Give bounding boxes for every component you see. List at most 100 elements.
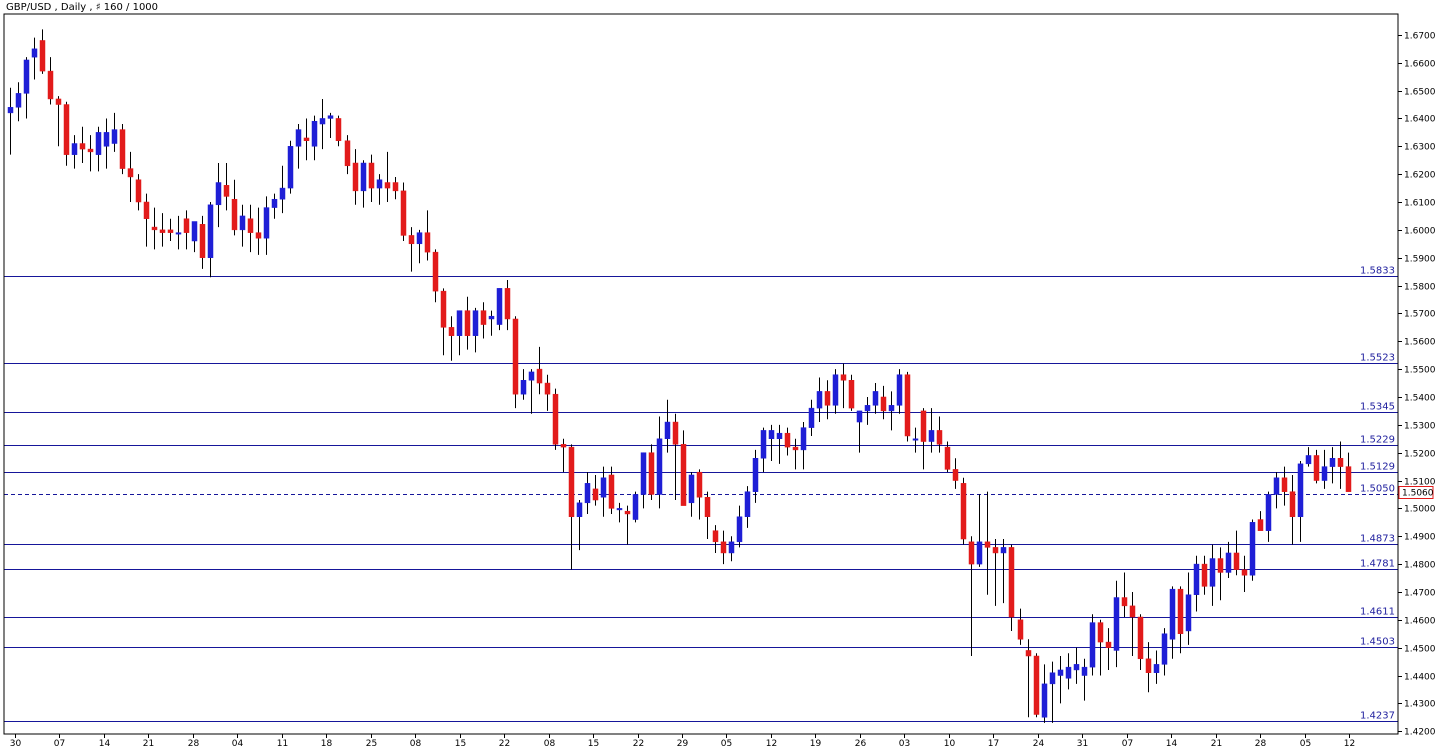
candle-body <box>616 508 623 511</box>
y-tick-label: 1.5200 <box>1404 450 1436 460</box>
candle-body <box>416 232 423 245</box>
candle-body <box>584 483 591 504</box>
candle-body <box>1257 519 1264 531</box>
y-tick-label: 1.5500 <box>1404 366 1436 376</box>
candle-body <box>968 541 975 565</box>
candle-body <box>512 318 519 395</box>
y-tick-label: 1.5000 <box>1404 505 1436 515</box>
level-label: 1.5229 <box>1360 435 1395 446</box>
y-tick-label: 1.5400 <box>1404 394 1436 404</box>
candle-body <box>552 393 559 445</box>
candle-body <box>448 327 455 336</box>
candle-body <box>1137 616 1144 660</box>
candle-body <box>1129 605 1136 618</box>
y-tick-label: 1.4200 <box>1404 728 1436 738</box>
candle-body <box>191 221 198 242</box>
x-tick-label: 07 <box>54 739 65 748</box>
x-tick-label: 15 <box>455 739 466 748</box>
candle-body <box>744 491 751 517</box>
candle-body <box>1313 455 1320 481</box>
candle-body <box>504 288 511 320</box>
candle-body <box>295 129 302 147</box>
candle-body <box>1121 597 1128 607</box>
candle-body <box>624 510 631 515</box>
candle-body <box>175 232 182 235</box>
candle-body <box>1217 558 1224 573</box>
candle-body <box>223 185 230 197</box>
candle-body <box>79 143 86 150</box>
candle-body <box>1289 491 1296 517</box>
y-tick-label: 1.5300 <box>1404 422 1436 432</box>
candle-body <box>1145 658 1152 673</box>
candle-body <box>23 59 30 94</box>
candle-body <box>1273 477 1280 495</box>
candle-body <box>239 215 246 231</box>
candle-body <box>1337 458 1344 467</box>
candle-body <box>544 382 551 395</box>
candle-body <box>1265 494 1272 531</box>
candle-body <box>111 129 118 144</box>
candle-body <box>247 218 254 233</box>
x-tick-label: 29 <box>677 739 689 748</box>
candle-body <box>408 235 415 245</box>
chart-title: GBP/USD , Daily , ♯ 160 / 1000 <box>6 2 158 13</box>
candle-body <box>231 198 238 231</box>
candle-body <box>1049 672 1056 685</box>
x-tick-label: 22 <box>499 739 510 748</box>
candle-body <box>1297 463 1304 517</box>
level-label: 1.4611 <box>1360 607 1395 618</box>
candle-body <box>1153 664 1160 673</box>
candle-body <box>784 432 791 448</box>
candle-body <box>984 541 991 548</box>
x-tick-label: 10 <box>944 739 956 748</box>
candle-body <box>992 547 999 554</box>
candle-body <box>568 446 575 517</box>
candle-body <box>680 444 687 506</box>
y-tick-label: 1.4900 <box>1404 533 1436 543</box>
candle-body <box>1113 597 1120 651</box>
level-label: 1.4781 <box>1360 559 1395 570</box>
candle-body <box>720 541 727 554</box>
candle-body <box>904 374 911 437</box>
candle-body <box>95 132 102 155</box>
candle-body <box>768 430 775 440</box>
candle-body <box>792 446 799 451</box>
candle-body <box>1281 477 1288 492</box>
candle-body <box>7 107 14 114</box>
x-tick-label: 07 <box>1122 739 1133 748</box>
x-tick-label: 25 <box>366 739 377 748</box>
candle-body <box>560 444 567 448</box>
candle-body <box>360 162 367 192</box>
candle-body <box>47 70 54 100</box>
y-tick-label: 1.6200 <box>1404 171 1436 181</box>
x-tick-label: 22 <box>633 739 644 748</box>
candle-body <box>528 371 535 381</box>
candle-body <box>87 148 94 153</box>
candle-body <box>976 541 983 565</box>
candle-body <box>928 430 935 442</box>
candle-body <box>608 474 615 509</box>
candle-body <box>1105 641 1112 648</box>
candle-body <box>352 162 359 192</box>
candle-body <box>279 187 286 200</box>
candle-body <box>456 310 463 336</box>
candle-body <box>936 430 943 445</box>
candle-body <box>576 502 583 517</box>
level-label: 1.5129 <box>1360 462 1395 473</box>
candle-body <box>15 93 22 108</box>
current-price-marker: 1.5060 <box>1398 486 1434 499</box>
candle-body <box>632 494 639 520</box>
candle-body <box>1065 666 1072 679</box>
candle-body <box>648 452 655 495</box>
x-tick-label: 12 <box>766 739 777 748</box>
candle-body <box>872 391 879 406</box>
candle-body <box>776 432 783 440</box>
candle-body <box>55 98 62 105</box>
candle-body <box>167 229 174 233</box>
candle-body <box>1185 594 1192 632</box>
x-tick-label: 21 <box>1211 739 1222 748</box>
level-label: 1.4237 <box>1360 711 1395 722</box>
candle-body <box>1073 664 1080 671</box>
candle-body <box>688 474 695 504</box>
